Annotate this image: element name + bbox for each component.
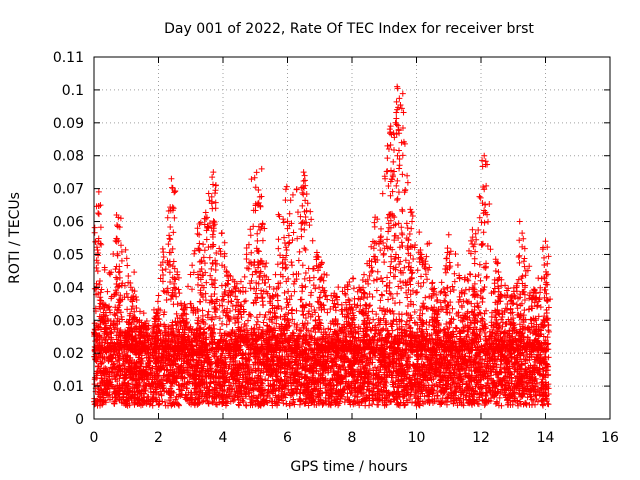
data-point xyxy=(144,393,151,400)
data-point xyxy=(369,381,376,388)
chart-title: Day 001 of 2022, Rate Of TEC Index for r… xyxy=(164,21,534,37)
grid xyxy=(94,57,610,419)
data-point xyxy=(260,319,267,326)
data-point xyxy=(199,398,206,405)
data-point xyxy=(482,356,489,363)
data-point xyxy=(212,401,219,408)
data-point xyxy=(545,401,552,408)
data-point xyxy=(369,401,376,408)
data-point xyxy=(296,327,303,334)
data-point xyxy=(544,400,551,407)
data-point xyxy=(482,393,489,400)
data-point xyxy=(389,327,396,334)
data-point xyxy=(140,310,147,317)
data-point xyxy=(206,383,213,390)
data-point xyxy=(478,390,485,397)
data-point xyxy=(236,402,243,409)
data-point xyxy=(291,320,298,327)
data-point xyxy=(155,401,162,408)
data-point xyxy=(305,402,312,409)
data-point xyxy=(371,364,378,371)
data-point xyxy=(479,315,486,322)
data-point xyxy=(312,329,319,336)
data-point xyxy=(443,401,450,408)
data-point xyxy=(158,392,165,399)
data-point xyxy=(534,398,541,405)
data-point xyxy=(296,401,303,408)
data-point xyxy=(366,402,373,409)
data-points xyxy=(91,83,554,409)
data-point xyxy=(366,365,373,372)
